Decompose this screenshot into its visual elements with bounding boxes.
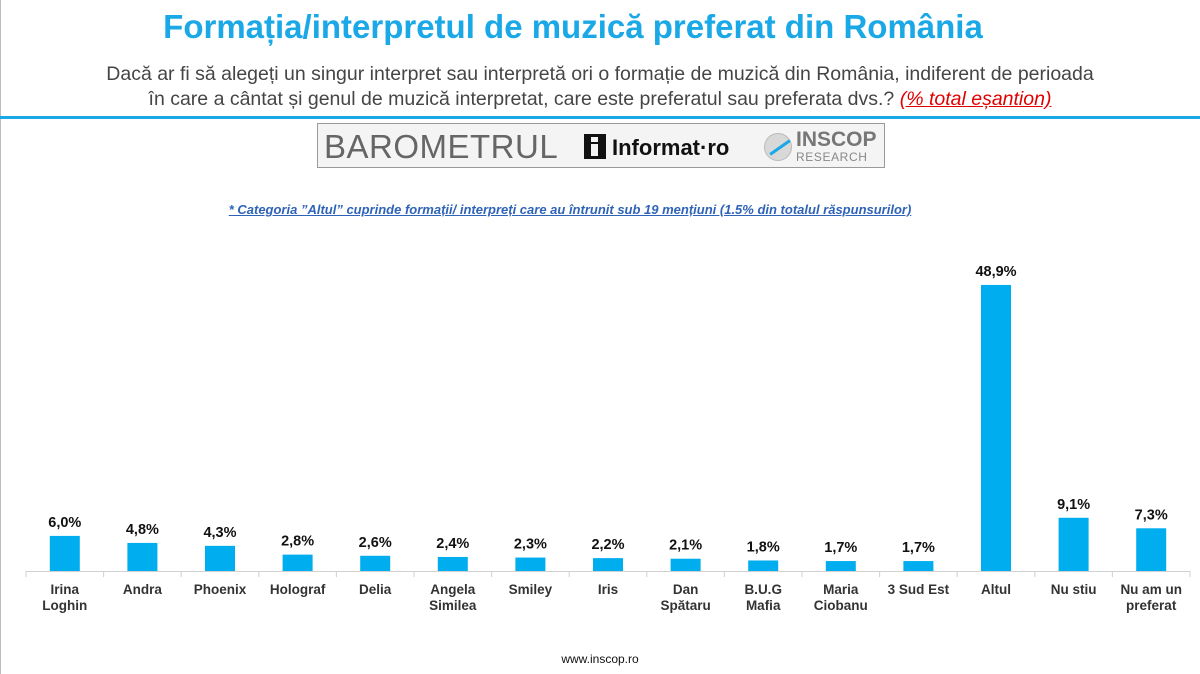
question-text: Dacă ar fi să alegeți un singur interpre… <box>10 62 1190 112</box>
bar <box>49 535 80 571</box>
category-label: Smiley <box>509 582 553 597</box>
bar <box>1136 528 1167 571</box>
data-label: 48,9% <box>975 264 1016 280</box>
data-label: 1,7% <box>902 540 935 556</box>
slide-left-border <box>0 0 1 674</box>
category-label: Delia <box>359 582 392 597</box>
inscop-research-label: RESEARCH <box>796 150 868 164</box>
inscop-logo: INSCOP <box>796 128 877 151</box>
bar <box>282 554 313 571</box>
category-label: Altul <box>981 582 1011 597</box>
data-label: 1,7% <box>824 540 857 556</box>
bar <box>748 560 779 571</box>
bar <box>1058 517 1089 571</box>
data-label: 2,1% <box>669 538 702 554</box>
bar <box>205 545 235 571</box>
category-label: 3 Sud Est <box>888 582 950 597</box>
bar <box>437 556 468 571</box>
bar <box>360 555 391 571</box>
informat-info-icon <box>584 134 606 159</box>
category-label: Irina Loghin <box>42 582 87 613</box>
data-label: 2,2% <box>591 537 624 553</box>
category-label: B.U.G Mafia <box>744 582 782 613</box>
category-label: Holograf <box>270 582 326 597</box>
category-label: Dan Spătaru <box>660 582 710 613</box>
logo-banner: BAROMETRUL Informat·ro INSCOP RESEARCH <box>317 123 885 168</box>
category-note: * Categoria ”Altul” cuprinde formații/ i… <box>228 202 912 217</box>
data-label: 4,8% <box>126 522 159 538</box>
data-label: 7,3% <box>1135 507 1168 523</box>
bar <box>127 542 158 571</box>
category-label: Nu stiu <box>1051 582 1097 597</box>
footer-url: www.inscop.ro <box>561 652 639 666</box>
informat-logo: Informat·ro <box>612 135 730 160</box>
data-label: 9,1% <box>1057 497 1090 513</box>
data-label: 2,3% <box>514 537 547 553</box>
category-label: Phoenix <box>194 582 247 597</box>
sample-note: (% total eșantion) <box>899 88 1052 110</box>
bar <box>981 284 1011 571</box>
category-label: Maria Ciobanu <box>814 582 868 613</box>
inscop-logo-icon <box>764 133 792 161</box>
category-label: Nu am un preferat <box>1120 582 1182 613</box>
data-label: 4,3% <box>203 525 236 541</box>
category-label: Iris <box>598 582 618 597</box>
bar <box>903 561 934 571</box>
data-label: 2,6% <box>359 535 392 551</box>
data-label: 2,8% <box>281 534 314 550</box>
bar <box>593 558 623 571</box>
barometrul-logo: BAROMETRUL <box>324 128 559 165</box>
data-label: 1,8% <box>747 539 780 555</box>
question-line-1: Dacă ar fi să alegeți un singur interpre… <box>106 63 1094 85</box>
category-label: Andra <box>123 582 162 597</box>
page-title: Formația/interpretul de muzică preferat … <box>163 8 983 45</box>
title-divider <box>0 116 1200 119</box>
data-label: 6,0% <box>48 515 81 531</box>
bar <box>515 557 546 571</box>
data-label: 2,4% <box>436 536 469 552</box>
category-label: Angela Similea <box>429 582 477 613</box>
bar <box>670 558 701 571</box>
question-line-2: în care a cântat și genul de muzică inte… <box>148 88 900 110</box>
bar <box>825 561 856 571</box>
